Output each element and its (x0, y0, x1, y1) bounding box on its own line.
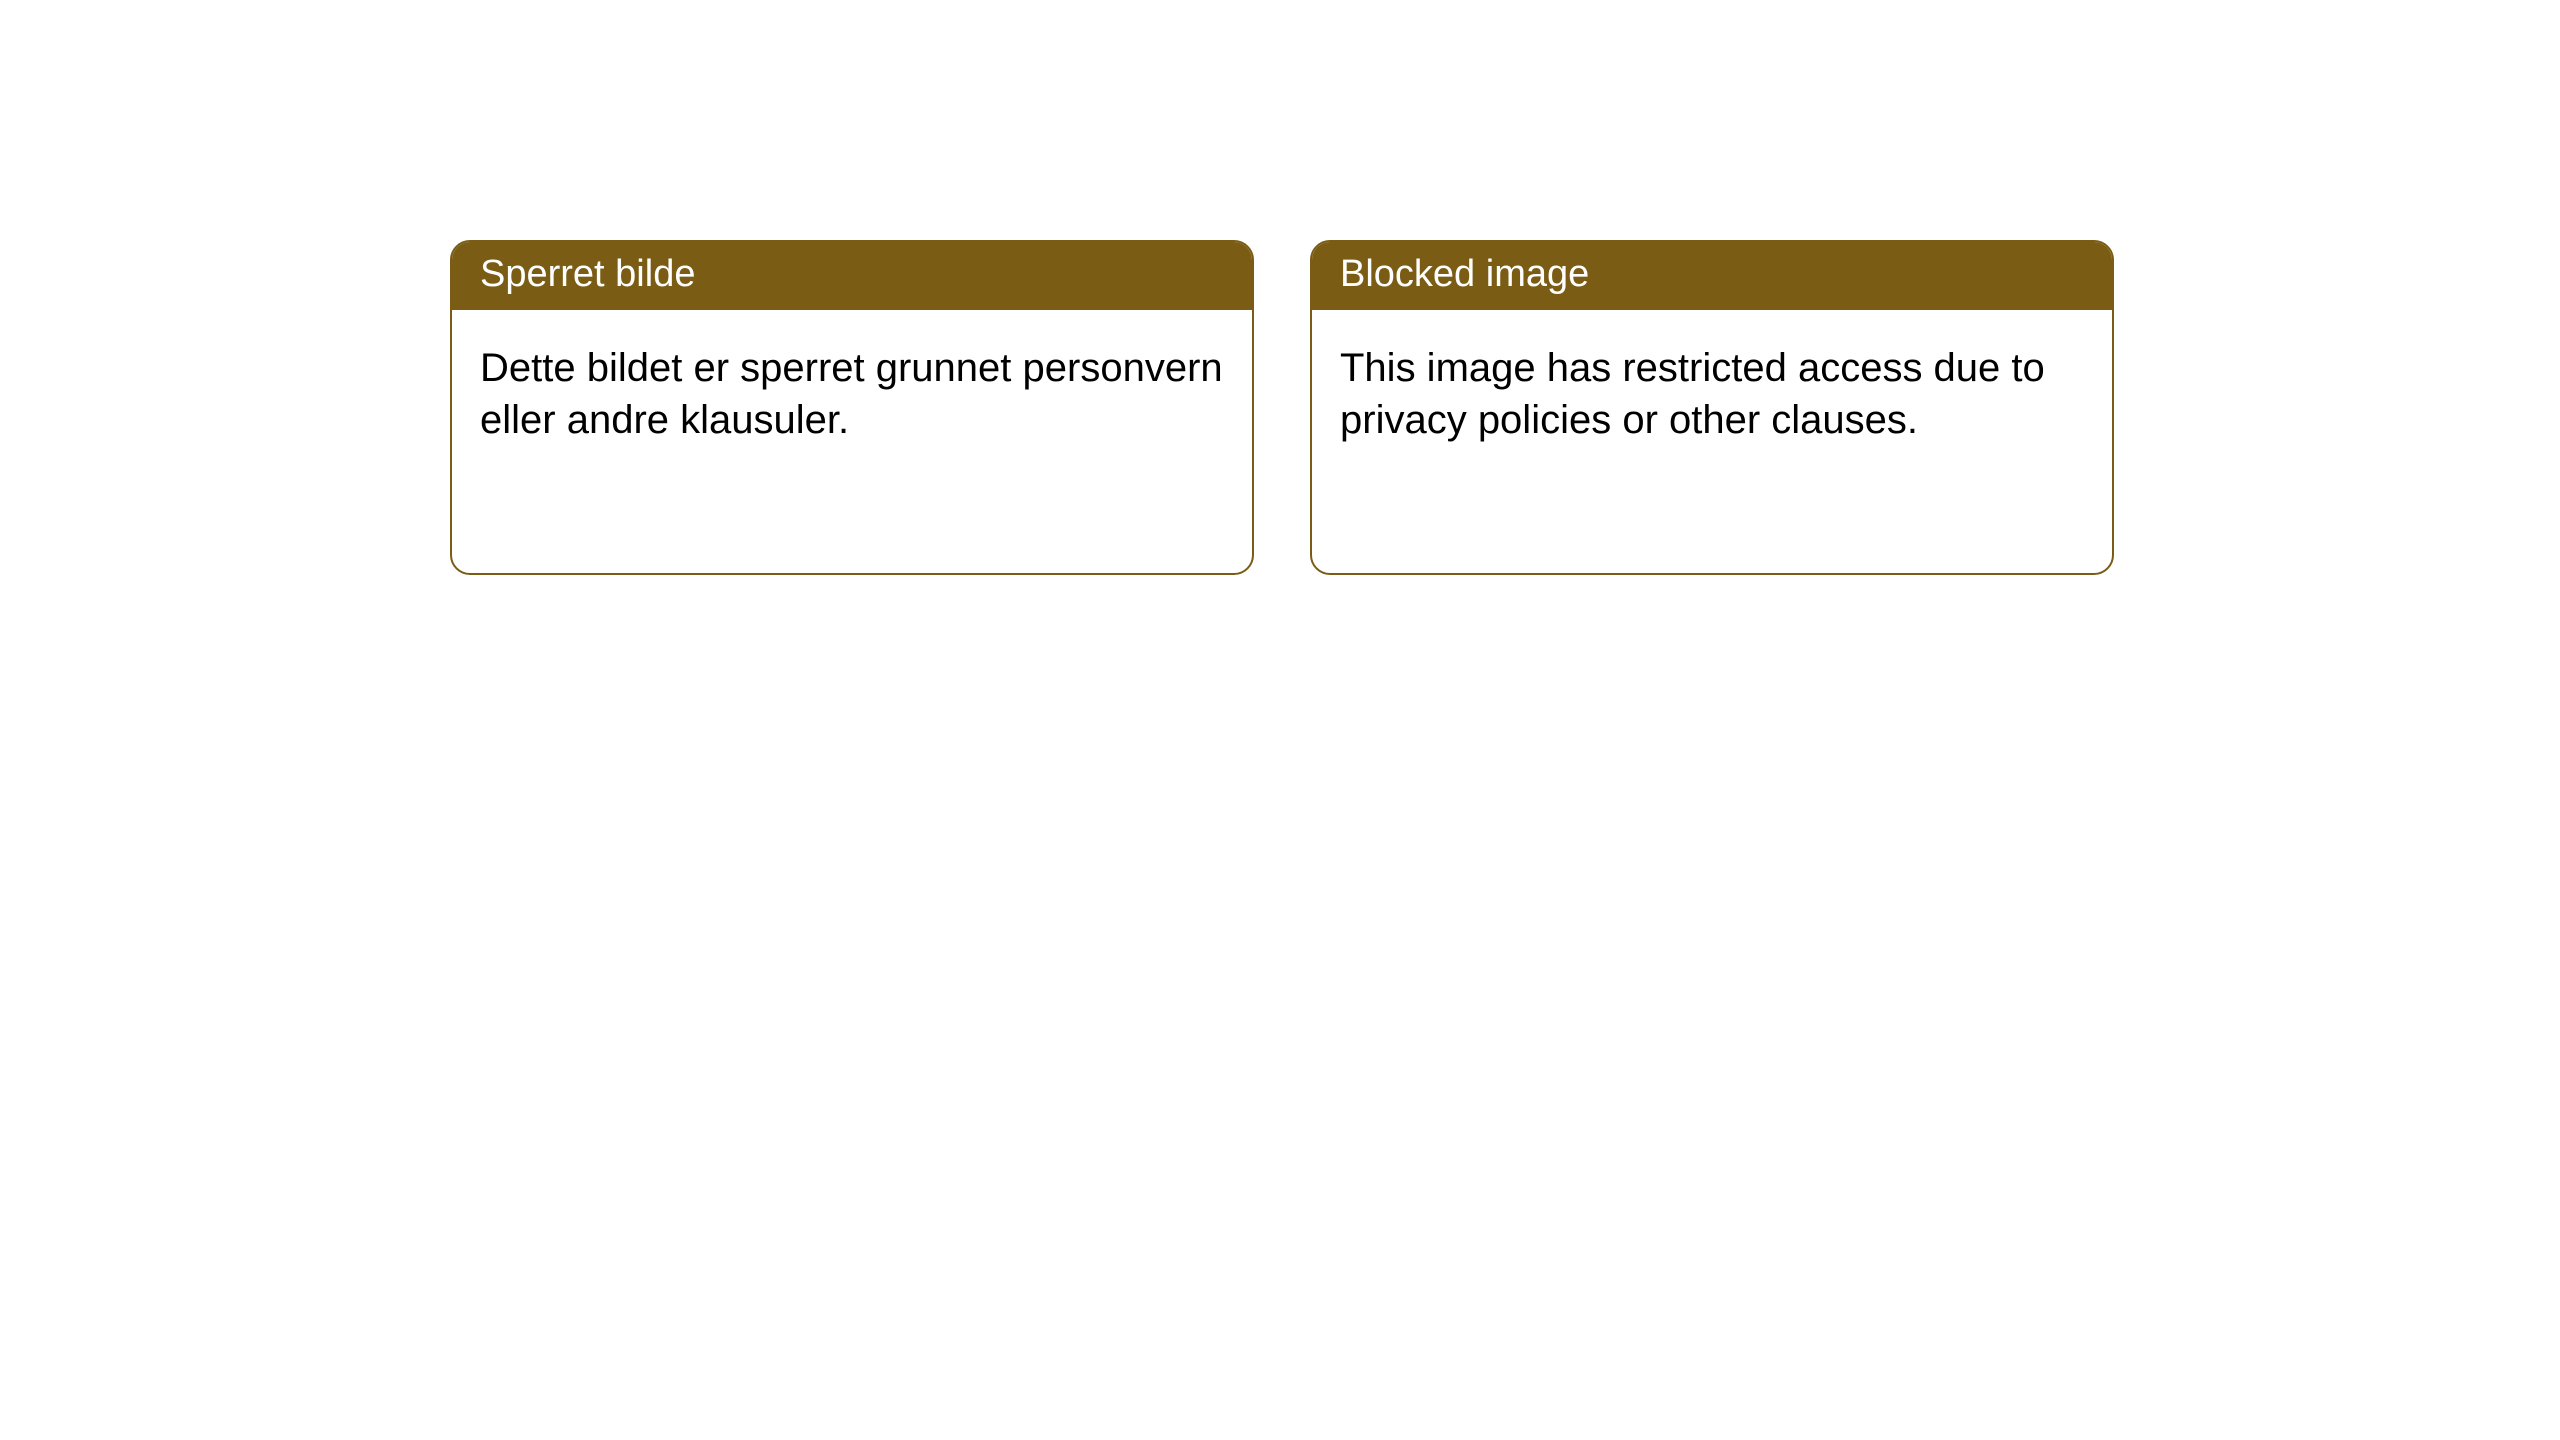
notice-card-english: Blocked image This image has restricted … (1310, 240, 2114, 575)
notice-title: Sperret bilde (452, 242, 1252, 310)
notice-container: Sperret bilde Dette bildet er sperret gr… (0, 0, 2560, 575)
notice-title: Blocked image (1312, 242, 2112, 310)
notice-body: Dette bildet er sperret grunnet personve… (452, 310, 1252, 478)
notice-body: This image has restricted access due to … (1312, 310, 2112, 478)
notice-card-norwegian: Sperret bilde Dette bildet er sperret gr… (450, 240, 1254, 575)
